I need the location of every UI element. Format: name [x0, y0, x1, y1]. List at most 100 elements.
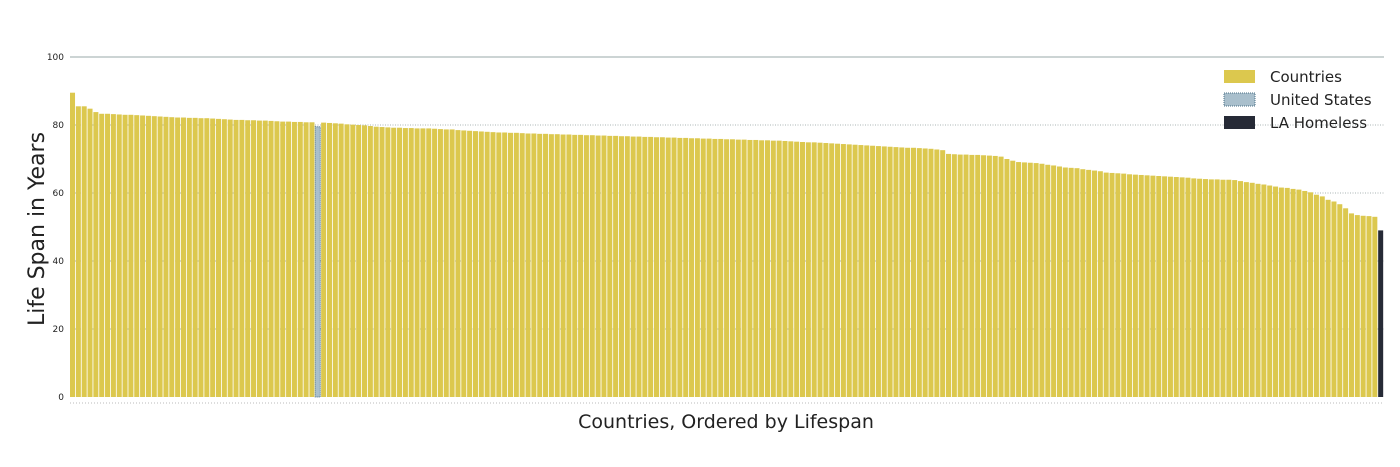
- bar-country: [93, 112, 99, 397]
- bar-country: [291, 121, 297, 397]
- bar-country: [1360, 215, 1366, 397]
- bar-country: [835, 143, 841, 397]
- bar-country: [636, 136, 642, 397]
- bar-country: [951, 154, 957, 397]
- bar-country: [543, 133, 549, 397]
- bar-la-homeless: [1378, 230, 1384, 397]
- bar-country: [864, 145, 870, 397]
- bar-country: [75, 106, 81, 398]
- bar-country: [986, 155, 992, 397]
- bar-country: [110, 114, 116, 398]
- bar-country: [1138, 174, 1144, 397]
- bar-country: [344, 124, 350, 397]
- bar-country: [1162, 176, 1168, 397]
- bar-country: [794, 141, 800, 397]
- y-tick-label: 100: [47, 53, 64, 63]
- bar-country: [1308, 192, 1314, 397]
- bar-country: [367, 126, 373, 398]
- y-tick-label: 80: [53, 121, 65, 131]
- bar-country: [683, 137, 689, 398]
- bar-country: [1232, 180, 1238, 397]
- bar-country: [998, 156, 1004, 397]
- bar-country: [618, 136, 624, 397]
- bar-country: [408, 128, 414, 397]
- bar-country: [934, 149, 940, 397]
- bar-country: [1173, 177, 1179, 397]
- bar-country: [589, 135, 595, 397]
- bar-country: [303, 122, 309, 397]
- bar-country: [362, 125, 368, 397]
- bar-country: [268, 120, 274, 398]
- bar-country: [1115, 173, 1121, 397]
- bar-country: [1313, 194, 1319, 397]
- bar-country: [846, 144, 852, 397]
- bar-country: [665, 137, 671, 397]
- bar-country: [1302, 190, 1308, 397]
- bar-country: [782, 140, 788, 398]
- bar-country: [175, 117, 181, 398]
- bar-country: [764, 140, 770, 398]
- bar-country: [624, 136, 630, 397]
- y-tick-label: 20: [53, 325, 65, 335]
- bar-country: [613, 135, 619, 397]
- bar-country: [309, 122, 315, 397]
- bar-country: [630, 136, 636, 397]
- bar-country: [747, 139, 753, 397]
- bar-country: [870, 145, 876, 397]
- bar-country: [350, 124, 356, 397]
- bar-country: [1080, 169, 1086, 397]
- bar-country: [233, 119, 239, 398]
- bar-country: [251, 120, 257, 398]
- bar-country: [729, 139, 735, 397]
- bar-country: [432, 128, 438, 398]
- bar-country: [1319, 196, 1325, 397]
- bar-country: [140, 115, 146, 397]
- bar-country: [151, 116, 157, 397]
- bar-country: [1144, 175, 1150, 397]
- bar-country: [1004, 159, 1010, 397]
- bar-country: [478, 131, 484, 397]
- bar-country: [1325, 199, 1331, 397]
- bars: [70, 92, 1384, 398]
- bar-country: [922, 148, 928, 397]
- bar-country: [811, 142, 817, 397]
- bar-country: [601, 135, 607, 398]
- bar-country: [1039, 163, 1045, 397]
- bar-country: [537, 133, 543, 397]
- bar-country: [204, 118, 210, 397]
- bar-country: [1214, 179, 1220, 397]
- y-tick-label: 60: [53, 189, 65, 199]
- bar-country: [1278, 187, 1284, 397]
- bar-country: [326, 122, 332, 398]
- bar-country: [712, 138, 718, 397]
- bar-country: [186, 117, 192, 398]
- bar-country: [572, 134, 578, 398]
- bar-country: [1045, 164, 1051, 397]
- bar-country: [1273, 186, 1279, 397]
- bar-country: [1021, 162, 1027, 397]
- bar-country: [402, 128, 408, 397]
- y-tick-labels: 0 20 40 60 80 100: [47, 53, 64, 403]
- bar-country: [1056, 166, 1062, 397]
- y-tick-label: 40: [53, 257, 65, 267]
- bar-country: [245, 120, 251, 398]
- bar-country: [1208, 179, 1214, 397]
- bar-country: [776, 140, 782, 397]
- legend-label-la-homeless: LA Homeless: [1270, 114, 1367, 132]
- bar-country: [239, 119, 245, 398]
- bar-country: [1010, 160, 1016, 397]
- bar-country: [671, 137, 677, 397]
- bar-country: [706, 138, 712, 397]
- bar-country: [385, 127, 391, 397]
- bar-country: [1127, 174, 1133, 397]
- bar-country: [642, 136, 648, 397]
- bar-country: [875, 146, 881, 397]
- bar-country: [928, 148, 934, 397]
- bar-country: [1243, 182, 1249, 397]
- legend-swatch-la-homeless: [1224, 116, 1255, 129]
- bar-country: [1121, 173, 1127, 397]
- bar-country: [1249, 182, 1255, 397]
- bar-country: [397, 127, 403, 397]
- bar-country: [496, 132, 502, 398]
- bar-country: [519, 133, 525, 397]
